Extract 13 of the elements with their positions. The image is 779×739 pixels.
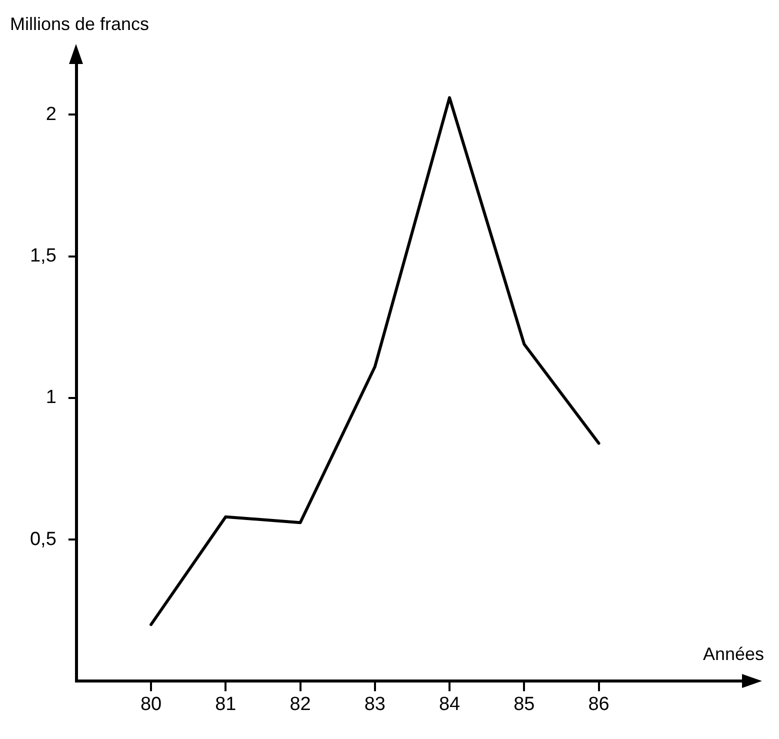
x-tick-label: 82 <box>290 694 311 715</box>
x-tick-label: 81 <box>215 694 236 715</box>
x-tick-label: 85 <box>514 694 535 715</box>
y-tick-label: 0,5 <box>30 528 56 550</box>
y-tick-label: 1 <box>46 387 56 408</box>
x-tick-label: 86 <box>588 694 610 715</box>
y-tick-label: 2 <box>46 104 56 125</box>
y-tick-label: 1,5 <box>30 246 56 267</box>
x-tick-label: 84 <box>438 694 461 715</box>
x-tick-label: 83 <box>364 694 386 715</box>
x-tick-label: 80 <box>140 694 162 715</box>
x-axis-title: Années <box>702 644 764 665</box>
y-axis-title: Millions de francs <box>10 14 150 35</box>
